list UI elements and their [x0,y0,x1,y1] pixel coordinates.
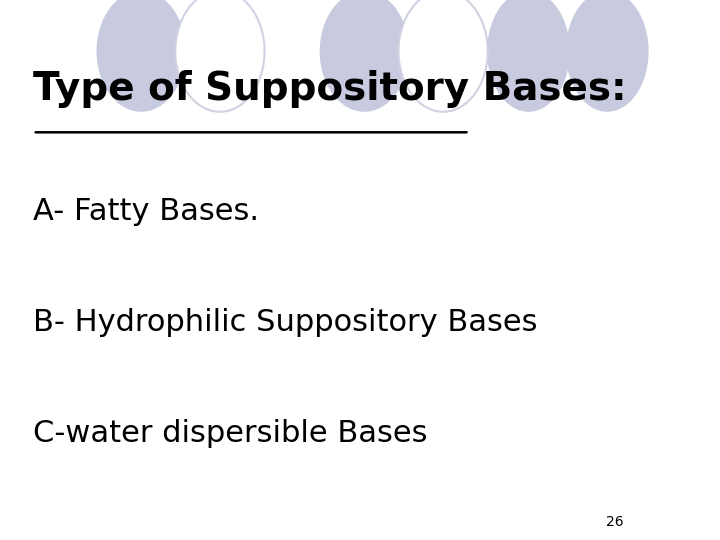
Text: B- Hydrophilic Suppository Bases: B- Hydrophilic Suppository Bases [33,308,537,337]
Text: Type of Suppository Bases:: Type of Suppository Bases: [33,70,626,108]
Ellipse shape [96,0,186,112]
Text: C-water dispersible Bases: C-water dispersible Bases [33,418,428,448]
Ellipse shape [175,0,264,112]
Ellipse shape [320,0,409,112]
Ellipse shape [398,0,487,112]
Text: 26: 26 [606,515,624,529]
Ellipse shape [566,0,649,112]
Ellipse shape [487,0,570,112]
Text: A- Fatty Bases.: A- Fatty Bases. [33,197,258,226]
